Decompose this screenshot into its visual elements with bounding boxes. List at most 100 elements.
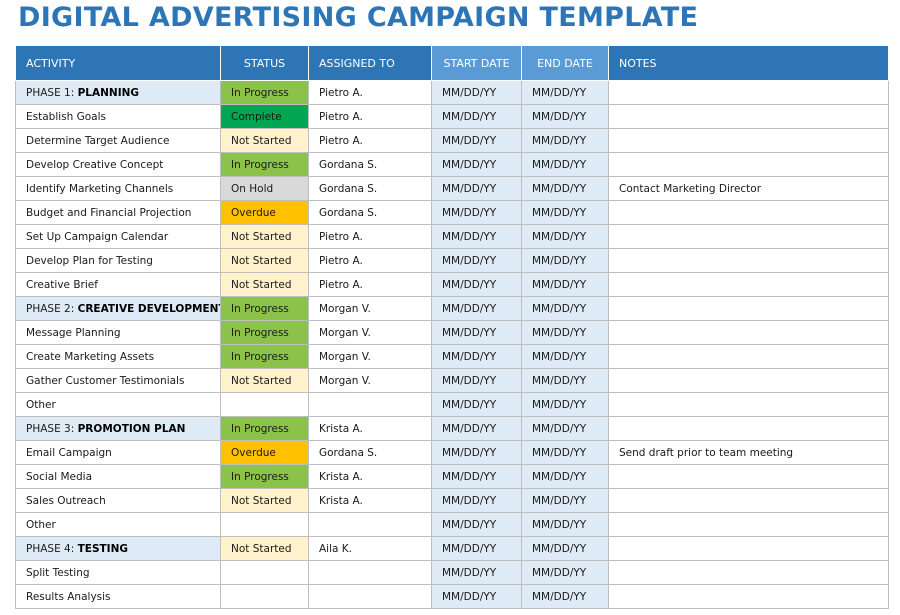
column-header-start-date[interactable]: START DATE: [431, 45, 522, 81]
activity-cell[interactable]: Gather Customer Testimonials: [15, 368, 221, 393]
status-cell[interactable]: Not Started: [220, 368, 309, 393]
assigned-to-cell[interactable]: [308, 512, 432, 537]
notes-cell[interactable]: [608, 512, 889, 537]
assigned-to-cell[interactable]: Aila K.: [308, 536, 432, 561]
start-date-cell[interactable]: MM/DD/YY: [431, 464, 522, 489]
end-date-cell[interactable]: MM/DD/YY: [521, 248, 609, 273]
column-header-activity[interactable]: ACTIVITY: [15, 45, 221, 81]
status-cell[interactable]: On Hold: [220, 176, 309, 201]
end-date-cell[interactable]: MM/DD/YY: [521, 344, 609, 369]
phase-title-cell[interactable]: PHASE 2: CREATIVE DEVELOPMENT: [15, 296, 221, 321]
assigned-to-cell[interactable]: Morgan V.: [308, 296, 432, 321]
notes-cell[interactable]: [608, 224, 889, 249]
activity-cell[interactable]: Create Marketing Assets: [15, 344, 221, 369]
start-date-cell[interactable]: MM/DD/YY: [431, 368, 522, 393]
notes-cell[interactable]: [608, 296, 889, 321]
status-cell[interactable]: [220, 584, 309, 609]
activity-cell[interactable]: Social Media: [15, 464, 221, 489]
status-cell[interactable]: Not Started: [220, 488, 309, 513]
start-date-cell[interactable]: MM/DD/YY: [431, 248, 522, 273]
assigned-to-cell[interactable]: Gordana S.: [308, 152, 432, 177]
assigned-to-cell[interactable]: Morgan V.: [308, 368, 432, 393]
assigned-to-cell[interactable]: Pietro A.: [308, 104, 432, 129]
end-date-cell[interactable]: MM/DD/YY: [521, 368, 609, 393]
start-date-cell[interactable]: MM/DD/YY: [431, 344, 522, 369]
phase-title-cell[interactable]: PHASE 4: TESTING: [15, 536, 221, 561]
activity-cell[interactable]: Develop Plan for Testing: [15, 248, 221, 273]
assigned-to-cell[interactable]: Morgan V.: [308, 344, 432, 369]
activity-cell[interactable]: Other: [15, 512, 221, 537]
activity-cell[interactable]: Identify Marketing Channels: [15, 176, 221, 201]
column-header-notes[interactable]: NOTES: [608, 45, 889, 81]
notes-cell[interactable]: [608, 320, 889, 345]
end-date-cell[interactable]: MM/DD/YY: [521, 560, 609, 585]
end-date-cell[interactable]: MM/DD/YY: [521, 272, 609, 297]
assigned-to-cell[interactable]: Krista A.: [308, 488, 432, 513]
assigned-to-cell[interactable]: Pietro A.: [308, 128, 432, 153]
activity-cell[interactable]: Determine Target Audience: [15, 128, 221, 153]
notes-cell[interactable]: [608, 464, 889, 489]
start-date-cell[interactable]: MM/DD/YY: [431, 296, 522, 321]
status-cell[interactable]: Not Started: [220, 248, 309, 273]
assigned-to-cell[interactable]: Pietro A.: [308, 272, 432, 297]
status-cell[interactable]: [220, 392, 309, 417]
activity-cell[interactable]: Results Analysis: [15, 584, 221, 609]
end-date-cell[interactable]: MM/DD/YY: [521, 320, 609, 345]
notes-cell[interactable]: Contact Marketing Director: [608, 176, 889, 201]
activity-cell[interactable]: Split Testing: [15, 560, 221, 585]
assigned-to-cell[interactable]: [308, 560, 432, 585]
start-date-cell[interactable]: MM/DD/YY: [431, 512, 522, 537]
assigned-to-cell[interactable]: [308, 392, 432, 417]
notes-cell[interactable]: [608, 272, 889, 297]
assigned-to-cell[interactable]: Krista A.: [308, 416, 432, 441]
notes-cell[interactable]: [608, 560, 889, 585]
end-date-cell[interactable]: MM/DD/YY: [521, 224, 609, 249]
column-header-assigned-to[interactable]: ASSIGNED TO: [308, 45, 432, 81]
start-date-cell[interactable]: MM/DD/YY: [431, 536, 522, 561]
notes-cell[interactable]: [608, 416, 889, 441]
start-date-cell[interactable]: MM/DD/YY: [431, 80, 522, 105]
status-cell[interactable]: In Progress: [220, 344, 309, 369]
assigned-to-cell[interactable]: Pietro A.: [308, 224, 432, 249]
end-date-cell[interactable]: MM/DD/YY: [521, 512, 609, 537]
assigned-to-cell[interactable]: Pietro A.: [308, 80, 432, 105]
start-date-cell[interactable]: MM/DD/YY: [431, 488, 522, 513]
notes-cell[interactable]: [608, 248, 889, 273]
notes-cell[interactable]: [608, 104, 889, 129]
assigned-to-cell[interactable]: Krista A.: [308, 464, 432, 489]
assigned-to-cell[interactable]: Gordana S.: [308, 176, 432, 201]
start-date-cell[interactable]: MM/DD/YY: [431, 152, 522, 177]
end-date-cell[interactable]: MM/DD/YY: [521, 152, 609, 177]
activity-cell[interactable]: Sales Outreach: [15, 488, 221, 513]
status-cell[interactable]: In Progress: [220, 464, 309, 489]
assigned-to-cell[interactable]: [308, 584, 432, 609]
notes-cell[interactable]: [608, 200, 889, 225]
activity-cell[interactable]: Email Campaign: [15, 440, 221, 465]
end-date-cell[interactable]: MM/DD/YY: [521, 416, 609, 441]
column-header-status[interactable]: STATUS: [220, 45, 309, 81]
start-date-cell[interactable]: MM/DD/YY: [431, 176, 522, 201]
end-date-cell[interactable]: MM/DD/YY: [521, 104, 609, 129]
notes-cell[interactable]: [608, 392, 889, 417]
status-cell[interactable]: Not Started: [220, 272, 309, 297]
notes-cell[interactable]: [608, 152, 889, 177]
status-cell[interactable]: In Progress: [220, 80, 309, 105]
assigned-to-cell[interactable]: Pietro A.: [308, 248, 432, 273]
end-date-cell[interactable]: MM/DD/YY: [521, 584, 609, 609]
start-date-cell[interactable]: MM/DD/YY: [431, 104, 522, 129]
phase-title-cell[interactable]: PHASE 3: PROMOTION PLAN: [15, 416, 221, 441]
status-cell[interactable]: Overdue: [220, 200, 309, 225]
status-cell[interactable]: In Progress: [220, 320, 309, 345]
status-cell[interactable]: In Progress: [220, 296, 309, 321]
start-date-cell[interactable]: MM/DD/YY: [431, 584, 522, 609]
start-date-cell[interactable]: MM/DD/YY: [431, 440, 522, 465]
end-date-cell[interactable]: MM/DD/YY: [521, 176, 609, 201]
activity-cell[interactable]: Creative Brief: [15, 272, 221, 297]
column-header-end-date[interactable]: END DATE: [521, 45, 609, 81]
notes-cell[interactable]: [608, 368, 889, 393]
activity-cell[interactable]: Other: [15, 392, 221, 417]
end-date-cell[interactable]: MM/DD/YY: [521, 440, 609, 465]
end-date-cell[interactable]: MM/DD/YY: [521, 464, 609, 489]
notes-cell[interactable]: [608, 584, 889, 609]
status-cell[interactable]: [220, 560, 309, 585]
